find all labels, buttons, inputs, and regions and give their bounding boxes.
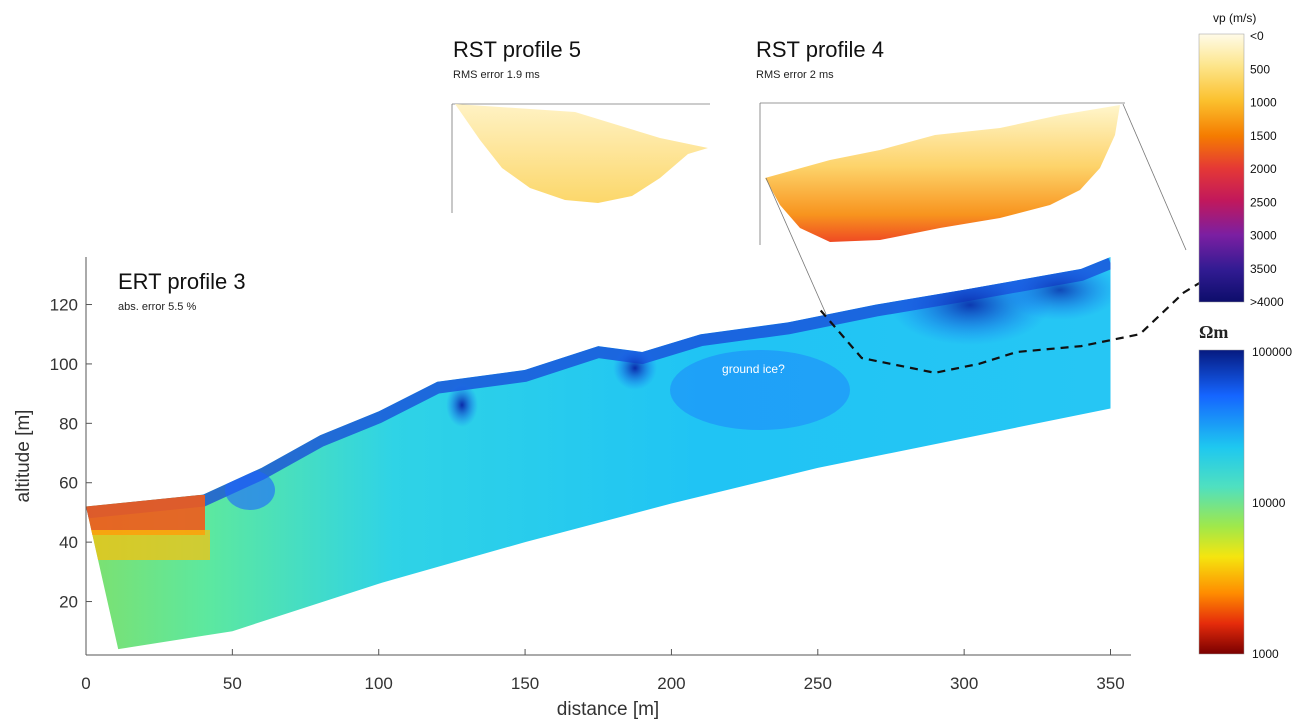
x-axis-label: distance [m] (557, 699, 659, 720)
x-tick-label: 150 (511, 674, 539, 693)
vp-colorbar-label: 1000 (1250, 96, 1277, 110)
y-tick-label: 40 (59, 533, 78, 552)
rst5-velocity-section (455, 104, 708, 203)
rst-profile-5: RST profile 5 RMS error 1.9 ms (451, 37, 710, 213)
y-tick-label: 100 (50, 355, 78, 374)
res-colorbar-ramp (1198, 349, 1245, 655)
x-ticks: 0 50 100 150 200 250 300 350 (81, 649, 1125, 693)
ice-anomaly-4 (446, 383, 478, 427)
y-ticks: 20 40 60 80 100 120 (50, 296, 92, 612)
res-colorbar-label: 100000 (1252, 345, 1292, 359)
low-resistivity-zone (86, 495, 205, 535)
vp-colorbar-label: 3500 (1250, 262, 1277, 276)
res-colorbar-title: Ωm (1199, 322, 1228, 342)
y-tick-label: 60 (59, 474, 78, 493)
rst4-subtitle: RMS error 2 ms (756, 69, 834, 81)
ice-anomaly-5 (670, 350, 850, 430)
x-tick-label: 0 (81, 674, 90, 693)
vp-colorbar-label: 500 (1250, 62, 1270, 76)
vp-colorbar-label: >4000 (1250, 295, 1284, 309)
rst4-velocity-section (765, 105, 1120, 242)
ert-title: ERT profile 3 (118, 269, 246, 294)
x-tick-label: 300 (950, 674, 978, 693)
x-tick-label: 50 (223, 674, 242, 693)
low-resistivity-zone-2 (86, 530, 210, 560)
rst4-title: RST profile 4 (756, 37, 884, 62)
vp-colorbar-ramp (1198, 33, 1245, 303)
y-tick-label: 80 (59, 414, 78, 433)
x-tick-label: 200 (657, 674, 685, 693)
y-tick-label: 20 (59, 593, 78, 612)
resistivity-colorbar: Ωm 100000 10000 1000 (1198, 322, 1292, 661)
vp-colorbar-label: 1500 (1250, 129, 1277, 143)
ert-axes: 0 50 100 150 200 250 300 350 20 40 60 80 100 120 dis… (13, 257, 1131, 720)
x-tick-label: 250 (804, 674, 832, 693)
vp-colorbar-labels: <0 500 1000 1500 2000 2500 3000 3500 >4000 (1250, 29, 1284, 309)
ert-resistivity-section (86, 257, 1111, 650)
vp-colorbar-title: vp (m/s) (1213, 11, 1256, 25)
vp-colorbar-label: 2000 (1250, 162, 1277, 176)
ice-boundary-dashed-line (819, 273, 1214, 374)
vp-colorbar-label: 3000 (1250, 229, 1277, 243)
rst4-connector-left (765, 177, 827, 315)
ert-subtitle: abs. error 5.5 % (118, 301, 196, 313)
ice-anomaly-3 (613, 346, 657, 390)
rst-profile-4: RST profile 4 RMS error 2 ms (756, 37, 1187, 315)
ert-section: ground ice? (86, 257, 1214, 650)
y-axis-label: altitude [m] (13, 410, 34, 503)
x-tick-label: 350 (1096, 674, 1124, 693)
ert-anomalies (86, 257, 1111, 560)
ice-anomaly-6 (225, 470, 275, 510)
ert-annotation: ground ice? (722, 362, 785, 376)
x-tick-label: 100 (365, 674, 393, 693)
vp-colorbar-label: <0 (1250, 29, 1264, 43)
ice-anomaly-2 (1000, 260, 1111, 320)
res-colorbar-labels: 100000 10000 1000 (1252, 345, 1292, 661)
rst4-connector-right (1122, 103, 1187, 251)
res-colorbar-label: 1000 (1252, 647, 1279, 661)
rst5-title: RST profile 5 (453, 37, 581, 62)
vp-colorbar-label: 2500 (1250, 195, 1277, 209)
res-colorbar-label: 10000 (1252, 496, 1286, 510)
rst5-subtitle: RMS error 1.9 ms (453, 69, 540, 81)
y-tick-label: 120 (50, 296, 78, 315)
vp-colorbar: vp (m/s) <0 500 1000 1500 2000 2500 3000 3500 >4… (1198, 11, 1284, 309)
